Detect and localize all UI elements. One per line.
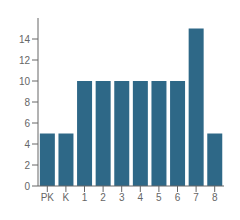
- svg-text:2: 2: [24, 160, 30, 171]
- svg-text:2: 2: [100, 192, 106, 203]
- svg-text:12: 12: [19, 55, 31, 66]
- svg-text:3: 3: [119, 192, 125, 203]
- svg-text:K: K: [63, 192, 70, 203]
- svg-text:PK: PK: [41, 192, 55, 203]
- svg-text:0: 0: [24, 181, 30, 192]
- svg-text:6: 6: [175, 192, 181, 203]
- svg-text:14: 14: [19, 34, 31, 45]
- svg-text:1: 1: [82, 192, 88, 203]
- svg-text:8: 8: [212, 192, 218, 203]
- svg-text:7: 7: [193, 192, 199, 203]
- svg-text:4: 4: [24, 139, 30, 150]
- svg-text:4: 4: [138, 192, 144, 203]
- svg-text:5: 5: [156, 192, 162, 203]
- svg-text:10: 10: [19, 76, 31, 87]
- svg-text:8: 8: [24, 97, 30, 108]
- svg-text:6: 6: [24, 118, 30, 129]
